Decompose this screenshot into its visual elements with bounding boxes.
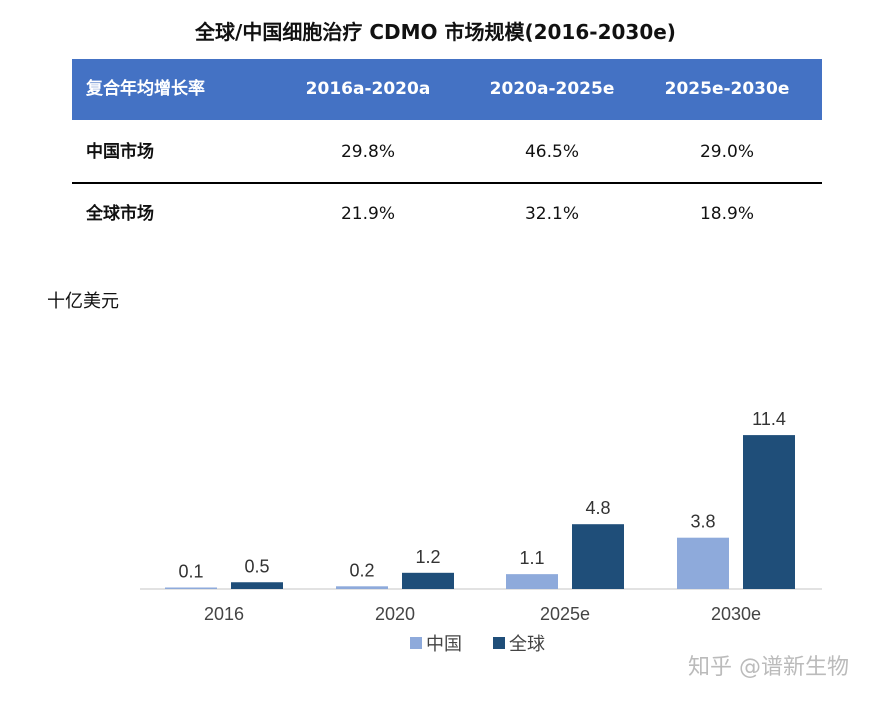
watermark: 知乎 @谱新生物 [688,655,849,680]
legend-label: 全球 [509,634,545,654]
legend-swatch [410,637,422,649]
data-label: 1.2 [415,547,440,567]
data-label: 0.5 [244,556,269,576]
table-cell: 32.1% [524,204,579,224]
bar-china [336,586,388,589]
header-cell: 2016a-2020a [305,79,431,99]
header-cell: 复合年均增长率 [86,79,205,99]
table-cell: 18.9% [699,204,754,224]
table-cell: 46.5% [524,142,579,162]
y-axis-unit: 十亿美元 [47,291,119,312]
bar-china [677,537,729,589]
legend-label: 中国 [426,634,462,654]
legend-swatch [493,637,505,649]
data-label: 3.8 [690,512,715,532]
table-cell: 29.8% [340,142,395,162]
data-label: 1.1 [519,548,544,568]
table-row: 中国市场 29.8% 46.5% 29.0% [72,122,822,183]
data-label: 0.2 [349,560,374,580]
data-label: 11.4 [752,409,786,429]
row-label: 全球市场 [86,204,154,224]
x-tick-label: 2020 [375,604,415,624]
header-cell: 2020a-2025e [489,79,615,99]
table-divider [72,182,822,184]
x-tick-label: 2030e [711,604,761,624]
table-cell: 29.0% [699,142,754,162]
bar-global [743,435,795,589]
header-cell: 2025e-2030e [664,79,790,99]
bar-china [165,587,217,589]
x-tick-label: 2025e [540,604,590,624]
table-cell: 21.9% [340,204,395,224]
table-header: 复合年均增长率 2016a-2020a 2020a-2025e 2025e-20… [72,59,822,120]
data-label: 4.8 [585,498,610,518]
x-tick-label: 2016 [204,604,244,624]
bar-global [231,582,283,589]
table-row: 全球市场 21.9% 32.1% 18.9% [72,184,822,245]
bar-china [506,574,558,589]
bar-global [572,524,624,589]
bar-global [402,572,454,589]
data-label: 0.1 [178,562,203,582]
page-title: 全球/中国细胞治疗 CDMO 市场规模(2016-2030e) [195,20,676,44]
row-label: 中国市场 [86,142,154,162]
